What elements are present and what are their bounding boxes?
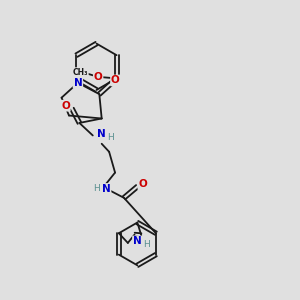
Text: CH₃: CH₃	[73, 68, 88, 77]
Text: N: N	[97, 129, 106, 139]
Text: H: H	[93, 184, 100, 194]
Text: N: N	[133, 236, 142, 246]
Text: H: H	[106, 133, 113, 142]
Text: O: O	[111, 76, 120, 85]
Text: O: O	[94, 72, 103, 82]
Text: O: O	[138, 179, 147, 189]
Text: H: H	[143, 240, 150, 249]
Text: N: N	[74, 78, 82, 88]
Text: O: O	[61, 101, 70, 111]
Text: N: N	[102, 184, 110, 194]
